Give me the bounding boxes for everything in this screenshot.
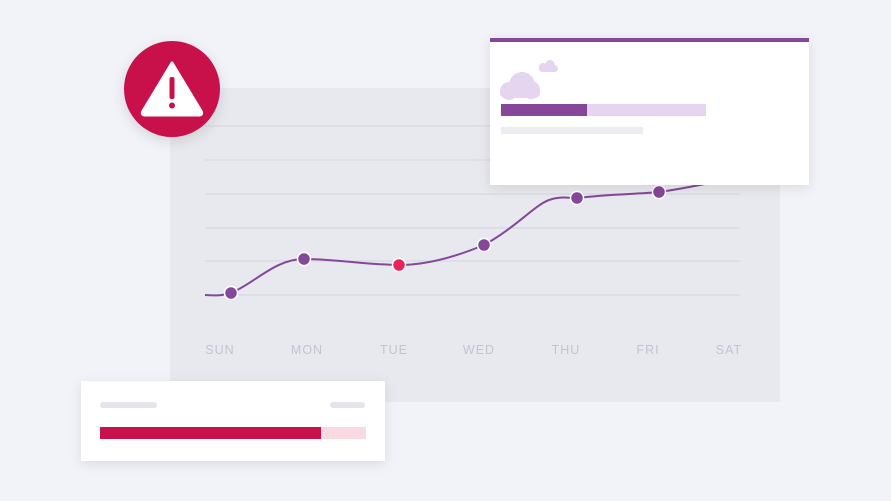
- popup-progress-bar: [501, 104, 706, 116]
- cloud-icon: [500, 60, 558, 100]
- day-label-sat: SAT: [715, 343, 743, 357]
- day-label-wed: WED: [462, 343, 496, 357]
- data-point-sun[interactable]: [223, 285, 239, 301]
- data-point-wed[interactable]: [476, 237, 492, 253]
- popup-placeholder-line: [501, 127, 643, 134]
- card-label-placeholder: [100, 402, 157, 408]
- data-point-thu[interactable]: [569, 190, 585, 206]
- warning-icon: [140, 61, 204, 117]
- card-progress-fill: [100, 427, 321, 439]
- alert-badge: [124, 41, 220, 137]
- series-line: [204, 181, 716, 297]
- day-label-fri: FRI: [636, 343, 660, 357]
- day-label-mon: MON: [290, 343, 324, 357]
- day-label-sun: SUN: [205, 343, 235, 357]
- card-value-placeholder: [330, 402, 365, 408]
- popup-progress-fill: [501, 104, 588, 116]
- weather-popup: [490, 38, 809, 185]
- status-card: [81, 381, 385, 461]
- data-point-fri[interactable]: [651, 184, 667, 200]
- data-point-mon[interactable]: [296, 251, 312, 267]
- day-label-thu: THU: [551, 343, 581, 357]
- data-point-tue[interactable]: [391, 257, 407, 273]
- card-progress-bar: [100, 427, 366, 439]
- line-chart: [204, 125, 740, 301]
- day-label-tue: TUE: [380, 343, 408, 357]
